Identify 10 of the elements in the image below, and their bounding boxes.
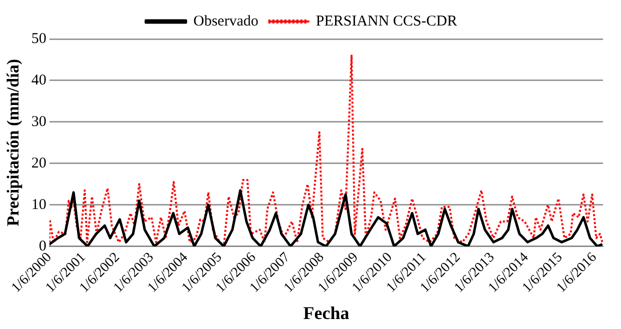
y-tick-label: 10 [31, 196, 46, 213]
legend-label: PERSIANN CCS-CDR [316, 13, 458, 30]
legend-label: Observado [193, 13, 258, 30]
y-tick-label: 30 [31, 114, 46, 130]
y-tick-label: 50 [31, 30, 46, 47]
y-tick-label: 20 [31, 155, 46, 172]
y-tick-label: 40 [31, 72, 46, 88]
line-series [49, 54, 603, 246]
x-axis-title: Fecha [303, 302, 350, 323]
y-axis-title: Precipitación (mm/día) [4, 59, 23, 226]
